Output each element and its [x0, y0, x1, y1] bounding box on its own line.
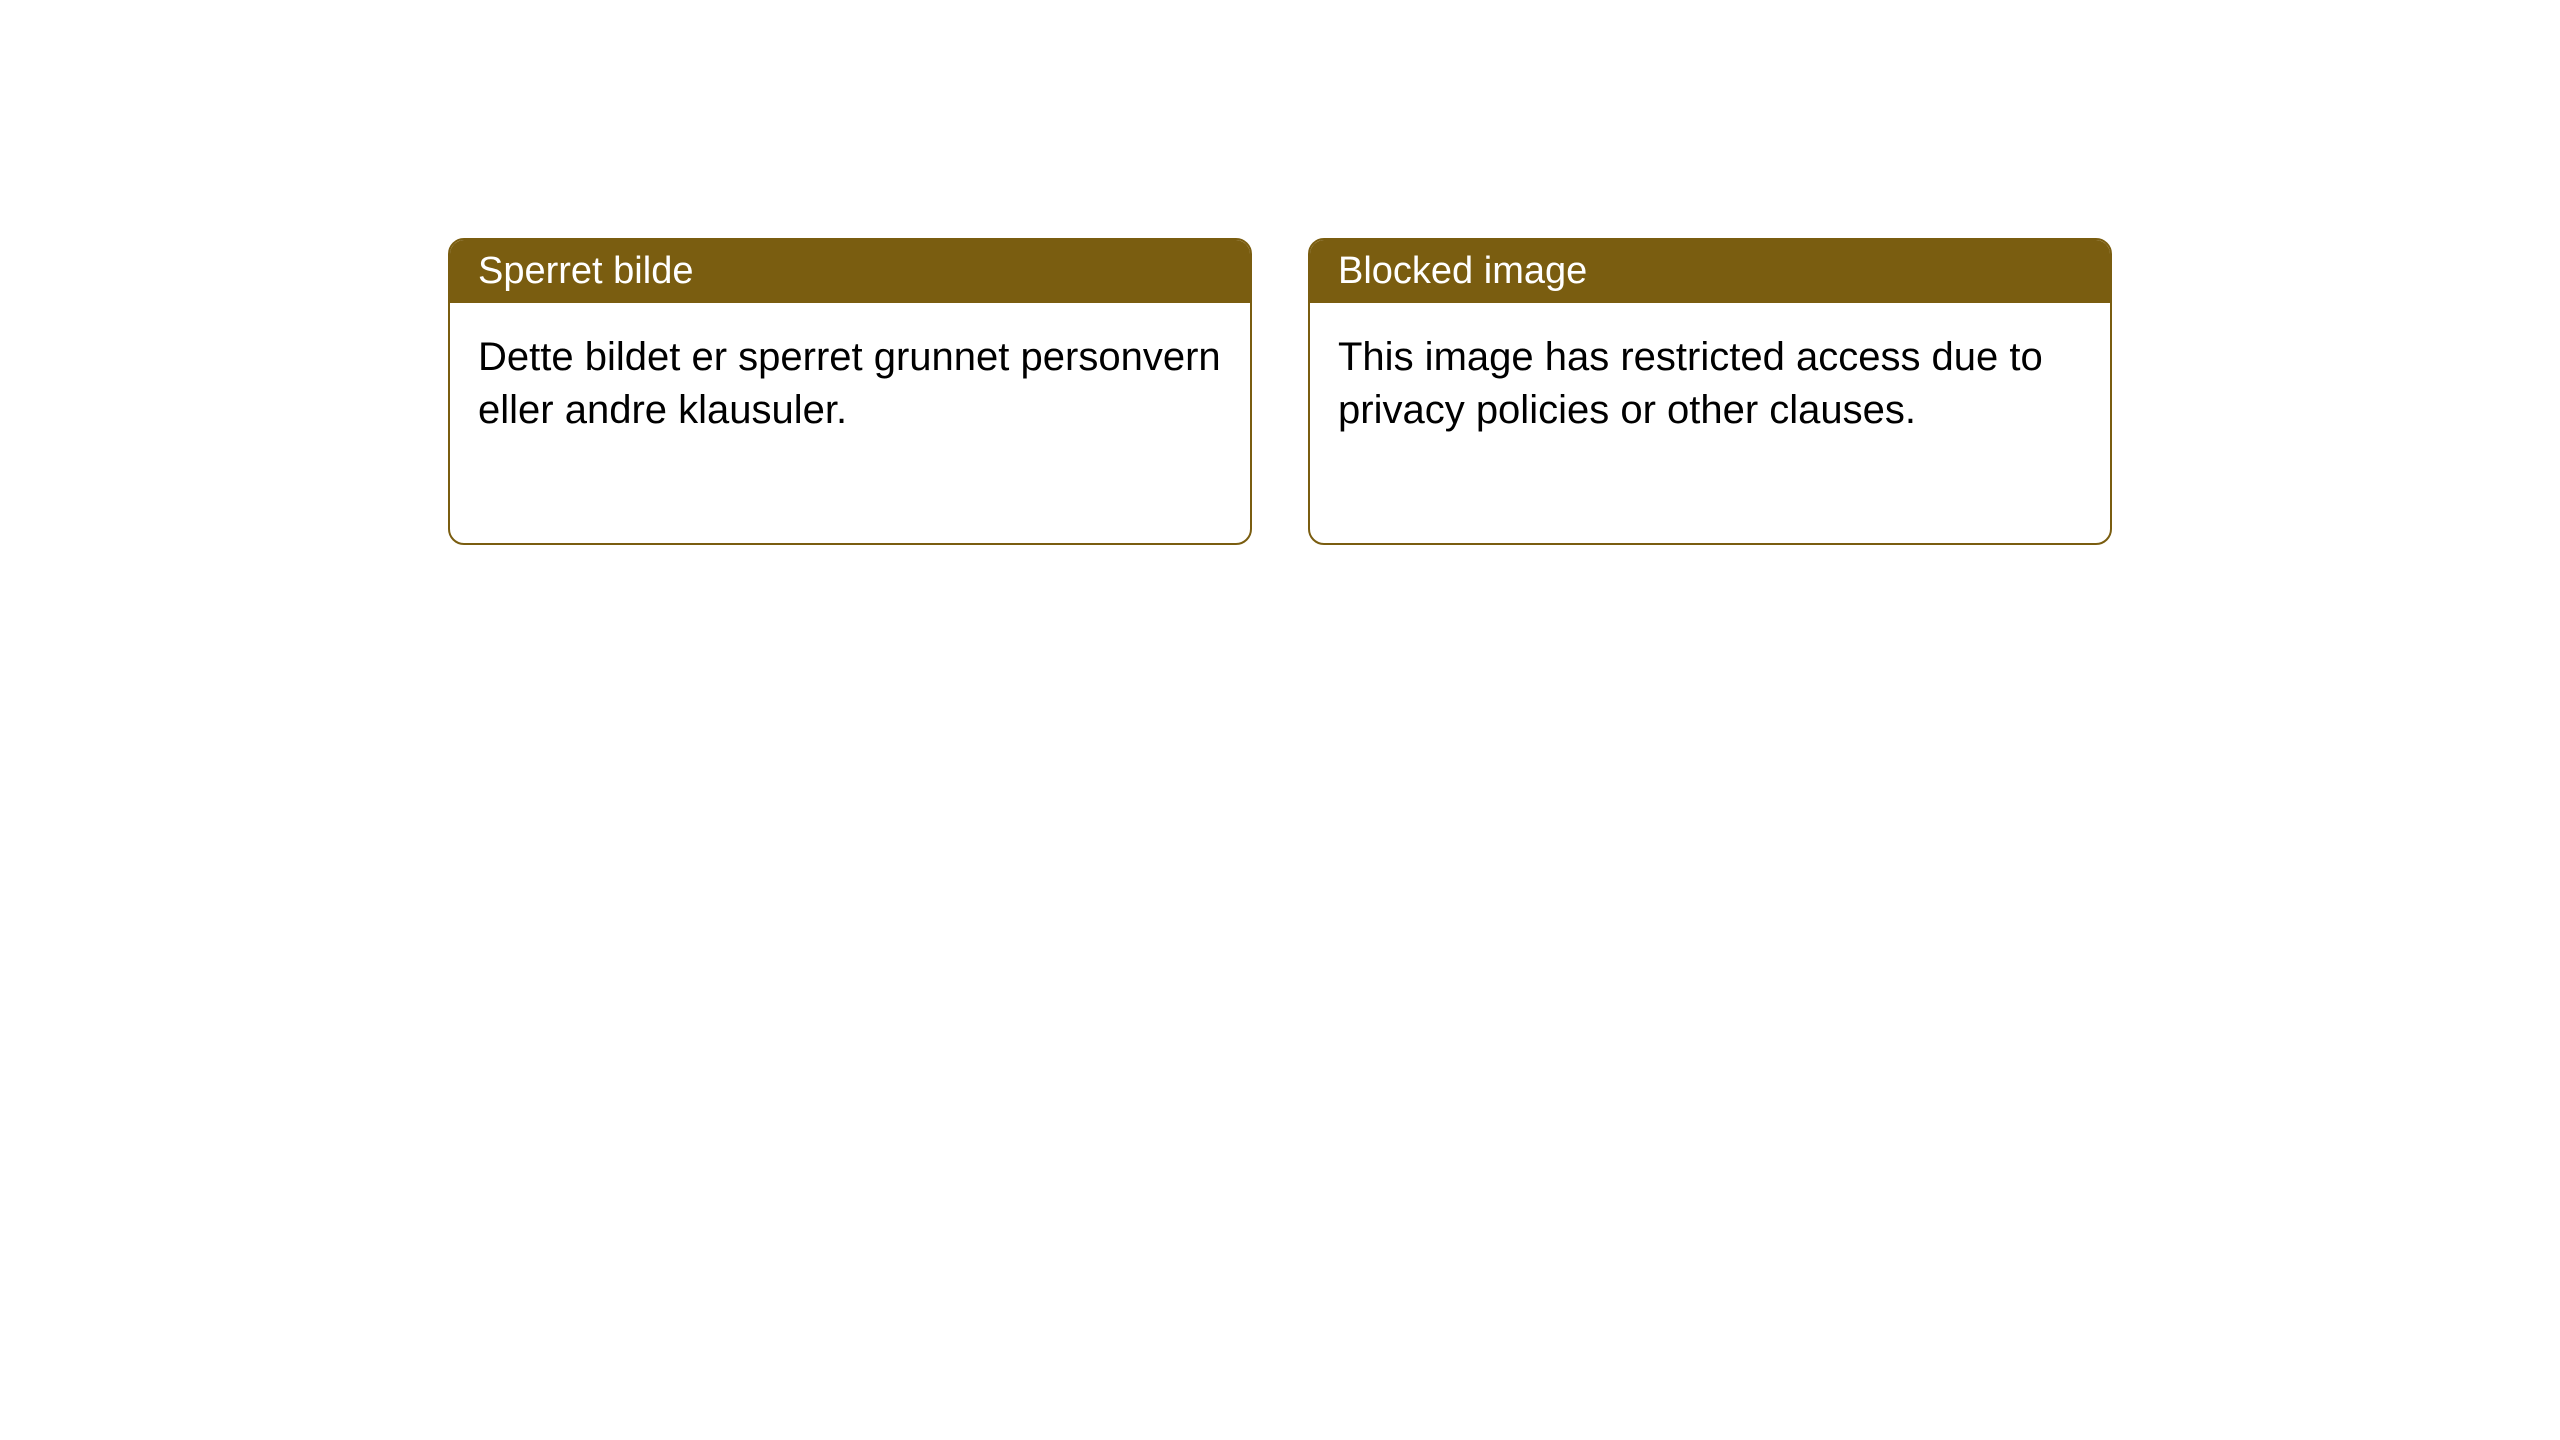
- card-title: Blocked image: [1338, 250, 1587, 292]
- card-body: Dette bildet er sperret grunnet personve…: [450, 303, 1250, 543]
- card-body: This image has restricted access due to …: [1310, 303, 2110, 543]
- card-body-text: This image has restricted access due to …: [1338, 335, 2043, 432]
- card-container: Sperret bilde Dette bildet er sperret gr…: [448, 238, 2112, 545]
- card-body-text: Dette bildet er sperret grunnet personve…: [478, 335, 1221, 432]
- card-header: Sperret bilde: [450, 240, 1250, 303]
- card-title: Sperret bilde: [478, 250, 693, 292]
- card-header: Blocked image: [1310, 240, 2110, 303]
- blocked-image-card-norwegian: Sperret bilde Dette bildet er sperret gr…: [448, 238, 1252, 545]
- blocked-image-card-english: Blocked image This image has restricted …: [1308, 238, 2112, 545]
